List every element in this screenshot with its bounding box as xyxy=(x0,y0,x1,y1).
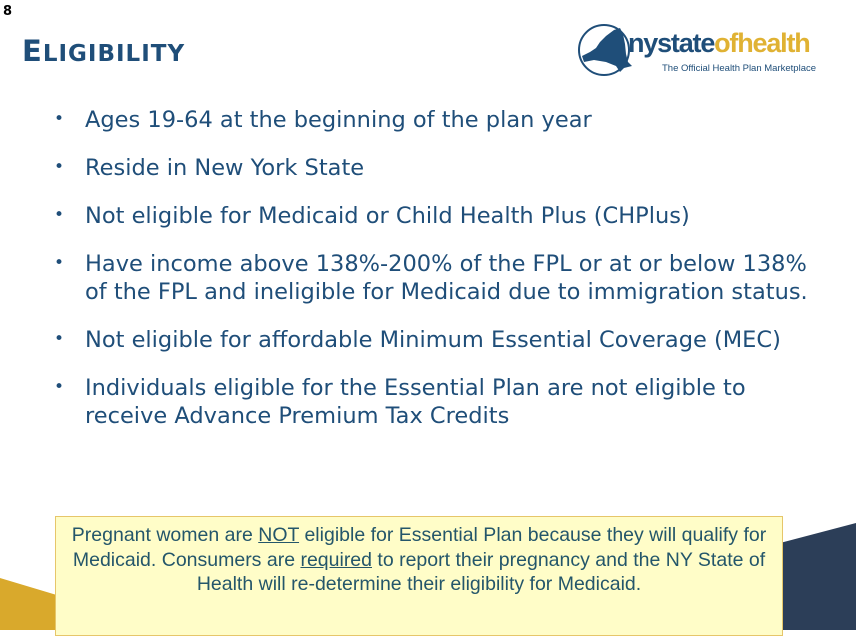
nystateofhealth-logo: nystateofhealth The Official Health Plan… xyxy=(576,22,836,80)
callout-text: to report their pregnancy and the NY Sta… xyxy=(196,548,766,596)
pregnancy-callout: Pregnant women are NOT eligible for Esse… xyxy=(55,516,783,636)
list-item: Reside in New York State xyxy=(52,153,812,182)
list-item: Individuals eligible for the Essential P… xyxy=(52,373,812,430)
callout-text: Pregnant women are xyxy=(71,524,259,546)
eligibility-list: Ages 19-64 at the beginning of the plan … xyxy=(52,105,812,450)
callout-text: eligible for Essential Plan because they… xyxy=(72,524,767,571)
title-initial: E xyxy=(22,34,43,68)
list-item: Not eligible for Medicaid or Child Healt… xyxy=(52,201,812,230)
new-york-state-map-icon xyxy=(578,24,632,76)
gold-corner-shape xyxy=(0,578,60,630)
page-title: ELIGIBILITY xyxy=(22,34,185,68)
logo-tagline: The Official Health Plan Marketplace xyxy=(662,63,817,74)
logo-ofhealth: ofhealth xyxy=(714,28,811,58)
list-item: Not eligible for affordable Minimum Esse… xyxy=(52,325,812,354)
title-rest: LIGIBILITY xyxy=(42,41,186,67)
navy-corner-shape xyxy=(780,523,856,630)
logo-ny: nystate xyxy=(628,28,715,58)
slide-number: 8 xyxy=(3,4,13,19)
list-item: Ages 19-64 at the beginning of the plan … xyxy=(52,105,812,134)
logo-wordmark: nystateofhealth xyxy=(628,28,811,59)
callout-emphasis-not: NOT xyxy=(258,524,300,546)
list-item: Have income above 138%-200% of the FPL o… xyxy=(52,249,812,306)
callout-emphasis-required: required xyxy=(300,548,372,571)
